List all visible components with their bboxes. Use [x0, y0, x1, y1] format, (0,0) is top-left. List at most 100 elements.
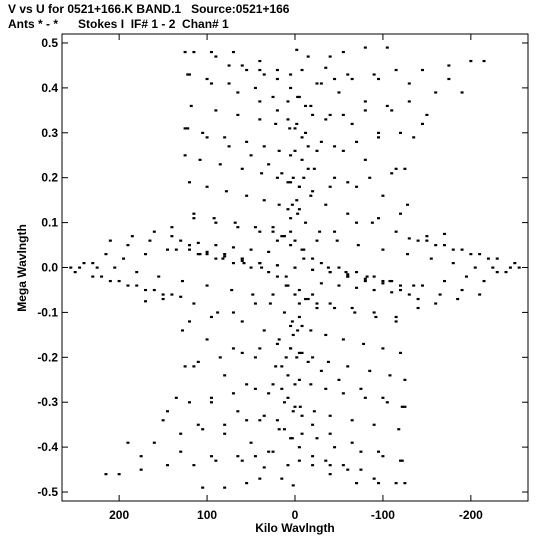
data-point — [245, 140, 249, 143]
data-point — [223, 486, 227, 489]
data-point — [302, 257, 306, 260]
data-point — [148, 239, 152, 242]
data-point — [192, 464, 196, 467]
data-point — [482, 279, 486, 283]
data-point — [258, 59, 262, 63]
data-point — [381, 194, 385, 197]
data-point — [416, 306, 420, 310]
data-point — [289, 244, 293, 247]
data-point — [258, 262, 262, 265]
data-point — [289, 181, 293, 184]
data-point — [341, 338, 345, 341]
data-point — [355, 482, 359, 485]
data-point — [341, 464, 345, 467]
data-point — [293, 127, 297, 130]
data-point — [240, 257, 244, 260]
data-point — [214, 109, 218, 112]
data-point — [196, 360, 200, 363]
data-point — [258, 477, 262, 480]
data-point — [104, 253, 108, 256]
data-point — [113, 266, 117, 269]
data-point — [513, 262, 517, 265]
data-point — [275, 77, 279, 81]
x-tick-label: 200 — [109, 508, 129, 522]
data-point — [277, 428, 281, 431]
data-point — [346, 468, 350, 471]
data-point — [346, 273, 350, 276]
data-point — [319, 282, 323, 285]
data-point — [319, 262, 323, 265]
data-point — [236, 113, 240, 117]
data-point — [236, 226, 240, 229]
data-point — [311, 356, 315, 359]
data-point — [214, 221, 218, 224]
data-point — [291, 333, 295, 337]
data-point — [275, 109, 279, 112]
data-point — [306, 360, 310, 363]
data-point — [407, 293, 411, 296]
data-point — [328, 185, 332, 188]
data-point — [311, 113, 315, 117]
data-point — [275, 342, 279, 346]
data-point — [346, 73, 350, 76]
data-point — [245, 482, 249, 485]
data-point — [394, 68, 398, 72]
data-point — [224, 190, 228, 193]
data-point — [298, 405, 302, 408]
data-point — [209, 50, 213, 54]
data-point — [311, 190, 315, 193]
data-point — [416, 239, 420, 242]
data-point — [359, 387, 363, 390]
data-point — [302, 248, 306, 251]
data-point — [346, 365, 350, 368]
data-point — [186, 73, 190, 76]
data-point — [388, 279, 392, 283]
data-point — [297, 95, 301, 99]
data-point — [397, 428, 401, 431]
data-point — [161, 419, 165, 422]
data-point — [271, 226, 275, 229]
data-point — [223, 255, 227, 258]
data-point — [295, 122, 299, 126]
data-point — [377, 217, 381, 220]
data-point — [122, 257, 126, 260]
data-point — [271, 230, 275, 233]
x-tick-label: 100 — [197, 508, 217, 522]
data-point — [262, 145, 266, 148]
data-point — [183, 365, 187, 368]
data-point — [372, 288, 376, 292]
data-point — [183, 154, 187, 157]
data-point — [385, 104, 389, 108]
data-point — [464, 275, 468, 278]
data-point — [407, 237, 411, 240]
data-point — [209, 396, 213, 399]
data-point — [420, 68, 424, 72]
data-point — [262, 414, 266, 417]
data-point — [363, 277, 367, 280]
data-point — [290, 320, 294, 323]
data-point — [306, 167, 310, 170]
data-point — [315, 437, 319, 440]
data-point — [253, 455, 257, 458]
data-point — [315, 82, 319, 85]
data-point — [280, 172, 284, 175]
data-point — [381, 282, 385, 285]
data-point — [326, 266, 330, 269]
data-point — [245, 68, 249, 72]
data-point — [412, 284, 416, 287]
data-point — [271, 95, 275, 99]
data-point — [260, 266, 264, 269]
data-point — [319, 82, 323, 85]
data-point — [324, 459, 328, 462]
data-point — [282, 235, 286, 238]
data-point — [442, 244, 446, 247]
data-point — [377, 482, 381, 485]
data-point — [205, 250, 209, 253]
data-point — [296, 329, 300, 332]
data-point — [390, 291, 394, 294]
data-point — [359, 450, 363, 453]
data-point — [288, 127, 292, 130]
data-point — [495, 270, 499, 274]
data-point — [170, 226, 174, 229]
data-point — [196, 423, 200, 426]
